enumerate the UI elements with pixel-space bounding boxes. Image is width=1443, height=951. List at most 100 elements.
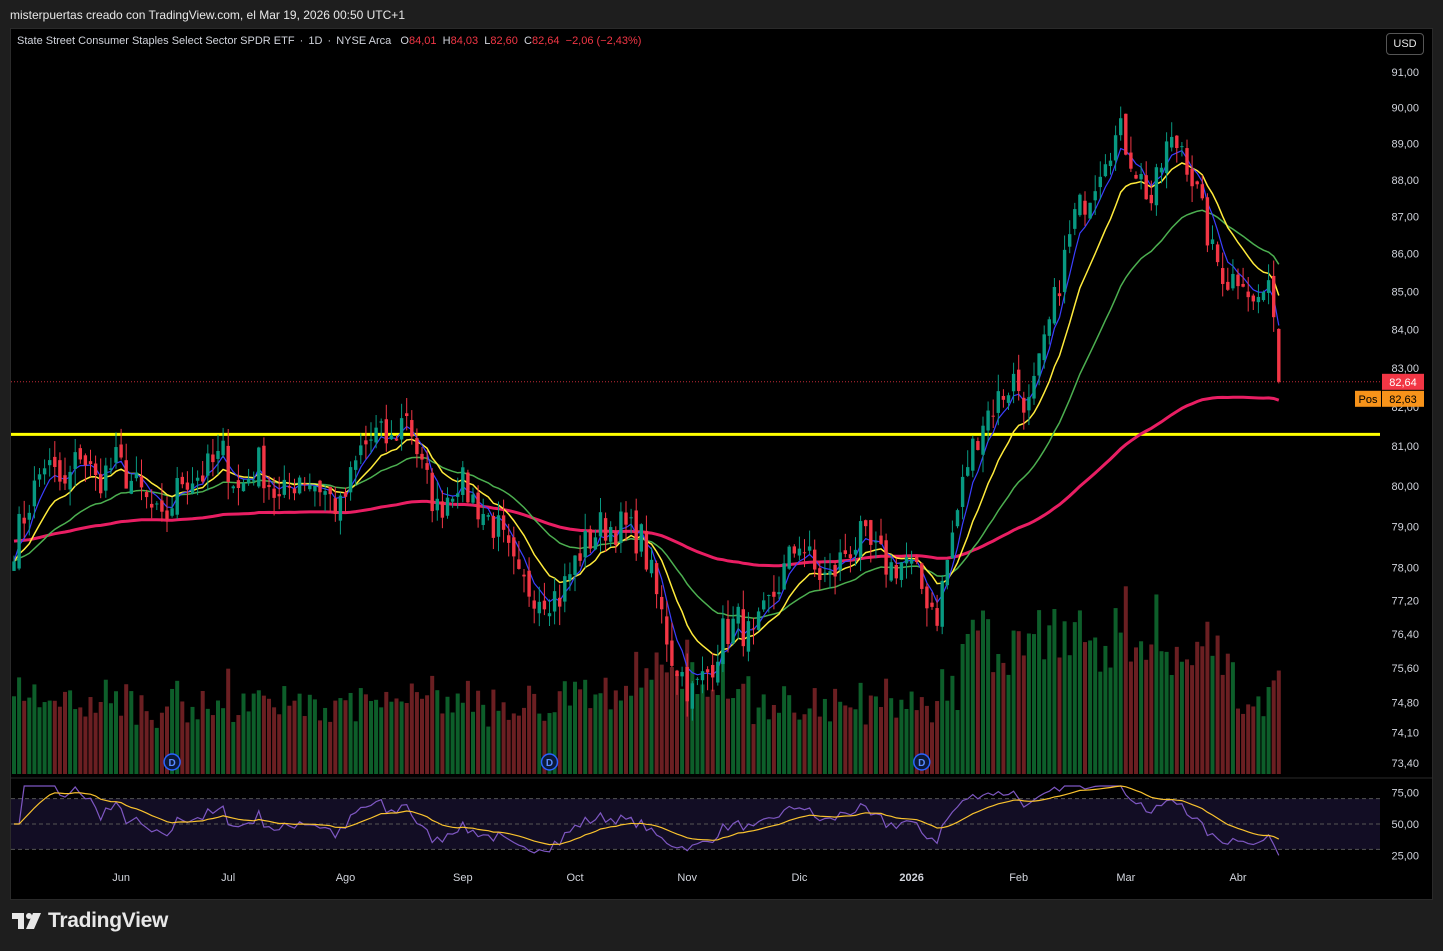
candle-body (206, 453, 210, 476)
candle-body (78, 448, 82, 460)
candle-body (542, 600, 547, 610)
volume-bar (1215, 635, 1220, 774)
volume-bar (822, 698, 827, 774)
candle-body (767, 594, 771, 596)
candle-body (568, 574, 572, 581)
volume-bar (562, 681, 567, 774)
volume-bar (557, 691, 562, 774)
candle-body (547, 613, 552, 617)
volume-bar (777, 712, 781, 774)
volume-bar (312, 699, 317, 774)
time-tick-label: Dic (791, 872, 807, 884)
volume-bar (17, 677, 22, 774)
volume-bar (200, 690, 205, 774)
volume-bar (205, 708, 210, 774)
candle-body (986, 410, 990, 431)
volume-bar (1098, 671, 1103, 774)
candle-body (297, 477, 302, 494)
candle-body (1221, 268, 1225, 284)
volume-bar (501, 702, 506, 774)
volume-bar (42, 702, 47, 774)
candle-body (195, 477, 200, 481)
volume-bar (1271, 680, 1276, 774)
volume-bar (170, 688, 175, 774)
candle-body (695, 678, 700, 680)
candle-body (583, 530, 587, 558)
volume-bar (879, 707, 883, 774)
volume-bar (384, 691, 389, 774)
candle-body (649, 559, 654, 574)
candle-body (384, 419, 388, 444)
candle-body (466, 472, 470, 503)
candle-body (1190, 168, 1194, 187)
volume-bar (1134, 647, 1138, 774)
dividend-marker-circle (913, 753, 931, 771)
tradingview-logo-icon (12, 913, 41, 929)
volume-bar (338, 698, 343, 774)
volume-bar (149, 719, 154, 774)
candle-body (1164, 141, 1169, 174)
symbol-legend[interactable]: State Street Consumer Staples Select Sec… (17, 35, 642, 47)
volume-bar (741, 683, 746, 774)
volume-bar (940, 669, 945, 774)
volume-bar (705, 696, 710, 774)
candle-body (787, 546, 791, 569)
brand-name: TradingView (48, 909, 169, 932)
currency-button[interactable]: USD (1386, 33, 1424, 55)
volume-bar (756, 707, 761, 774)
volume-bar (797, 719, 802, 774)
volume-bar (710, 689, 715, 774)
candle-body (726, 618, 730, 645)
candle-body (389, 434, 394, 440)
volume-bar (1195, 641, 1200, 774)
volume-bar (981, 610, 985, 774)
volume-bar (1037, 610, 1042, 774)
price-tick-label: 75,60 (1391, 663, 1419, 675)
volume-bar (333, 700, 338, 774)
dividend-marker-circle (540, 753, 559, 771)
candle-body (450, 498, 455, 502)
candle-body (1129, 152, 1133, 169)
candle-body (603, 518, 608, 541)
price-chart[interactable]: 73,40 74,10 74,80 75,60 76,40 77,20 78,00 79,00… (0, 0, 1443, 900)
volume-bar (1236, 708, 1240, 774)
volume-bar (991, 672, 996, 774)
candle-body (48, 460, 52, 466)
tradingview-logo[interactable]: TradingView (12, 908, 168, 934)
rsi-tick-label: 50,00 (1391, 819, 1419, 831)
volume-bar (12, 696, 16, 774)
volume-bar (425, 695, 430, 774)
volume-bar (669, 667, 674, 774)
candle-body (1215, 244, 1220, 263)
volume-bar (455, 693, 460, 774)
candle-body (262, 445, 266, 489)
candle-body (670, 640, 674, 666)
candle-body (853, 549, 858, 555)
candle-body (216, 450, 220, 459)
time-tick-label: Jun (112, 872, 130, 884)
candle-body (1017, 369, 1021, 392)
volume-bar (210, 715, 215, 774)
volume-bar (996, 654, 1001, 774)
volume-bar (37, 707, 42, 774)
price-tick-label: 74,80 (1391, 697, 1419, 709)
candle-body (405, 413, 409, 417)
candle-body (593, 537, 598, 550)
volume-bar (1088, 640, 1093, 774)
volume-bar (272, 707, 277, 774)
volume-bar (1276, 670, 1281, 774)
volume-bar (1179, 661, 1184, 774)
volume-bar (613, 690, 618, 774)
candle-body (185, 482, 190, 490)
candle-body (491, 515, 496, 538)
candle-body (1144, 175, 1148, 200)
volume-bar (593, 694, 598, 774)
volume-bar (93, 712, 98, 774)
volume-bar (1077, 610, 1082, 774)
volume-bar (511, 713, 516, 774)
volume-bar (1220, 674, 1225, 774)
volume-bar (1057, 657, 1062, 774)
candle-body (211, 454, 215, 463)
symbol-name: State Street Consumer Staples Select Sec… (17, 35, 295, 47)
volume-bar (318, 720, 322, 774)
